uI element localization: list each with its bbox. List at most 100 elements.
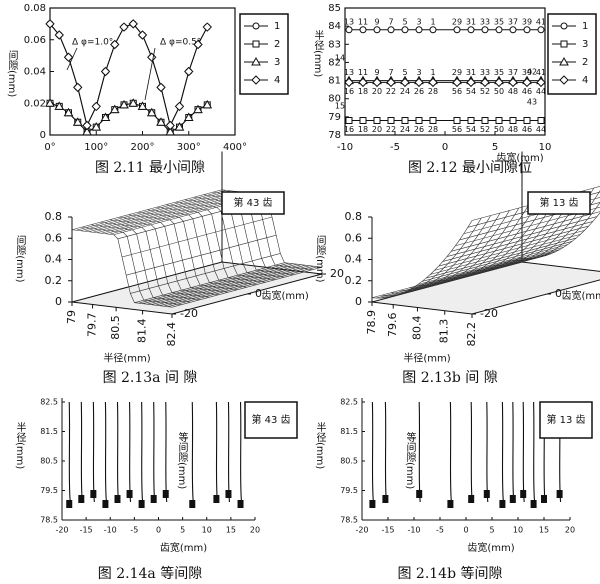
z-tick-label: 0.2 (345, 274, 363, 287)
contour-tag (556, 490, 563, 498)
legend-marker (560, 22, 568, 30)
contour-line (80, 401, 83, 503)
x-tick-label: -10 (337, 142, 353, 153)
marker (494, 77, 504, 88)
marker (344, 77, 354, 88)
marker (373, 26, 381, 34)
mesh-line (456, 197, 557, 276)
mesh-line (165, 204, 266, 283)
marker (414, 77, 424, 88)
contour-tag (90, 490, 97, 498)
y-tick-label: 81 (328, 76, 341, 87)
contour-tag (114, 495, 121, 503)
legend-label: 2 (582, 57, 588, 68)
point-label: 54 (466, 125, 476, 134)
contour-line (165, 401, 168, 503)
point-label: 35 (494, 68, 504, 77)
tag: 第 13 齿 (539, 196, 578, 209)
caption: 图 2.13a 间 隙 (103, 370, 198, 386)
legend-marker (252, 22, 260, 30)
marker (508, 77, 518, 88)
point-label: 13 (344, 68, 354, 77)
legend-label: 2 (274, 39, 280, 50)
marker (100, 66, 111, 77)
marker (495, 26, 503, 34)
x-tick-label: 10 (202, 526, 212, 535)
y-tick-label: 0.08 (24, 3, 46, 14)
z-tick-label: 0.4 (45, 253, 63, 266)
legend-label: 3 (274, 57, 280, 68)
y-tick-label: 79.5 (40, 486, 58, 495)
y-tick-label: 20 (330, 267, 344, 280)
annotation: 等间隙(mm) (176, 431, 188, 490)
mesh-line (90, 224, 191, 303)
x-tick-label: 10 (513, 526, 523, 535)
x-tick-label: -15 (381, 526, 394, 535)
contour-tag (126, 490, 133, 498)
marker (359, 26, 367, 34)
z-tick-label: 0.8 (45, 210, 63, 223)
point-label: 18 (358, 87, 368, 96)
y-tick-label: 79 (328, 112, 341, 123)
point-label: 33 (480, 68, 490, 77)
point-label: 18 (358, 125, 368, 134)
contour-line (533, 401, 536, 503)
contour-line (384, 401, 387, 503)
point-label: 24 (400, 125, 410, 134)
series-line (49, 102, 208, 133)
y-tick-label: 83 (328, 39, 341, 50)
contour-line (449, 401, 452, 503)
marker (345, 116, 353, 124)
contour-line (418, 401, 421, 503)
x-axis-label: 齿宽(mm) (496, 151, 543, 164)
annotation: Δ φ=1.0° (72, 38, 113, 48)
point-label: 48 (508, 125, 518, 134)
marker (415, 116, 423, 124)
point-label: 29 (452, 17, 462, 26)
marker (184, 66, 194, 77)
marker (358, 77, 368, 88)
mesh-line (184, 199, 285, 278)
marker (128, 98, 139, 107)
contour-line (470, 401, 473, 503)
marker (467, 116, 475, 124)
x-tick-label: 82.2 (465, 322, 478, 347)
contour-tag (520, 490, 527, 498)
y-tick-label: 80.5 (340, 457, 358, 466)
point-label: 7 (388, 17, 393, 26)
marker (54, 30, 64, 40)
marker (202, 22, 212, 32)
y-tick-label: 80 (328, 94, 341, 105)
marker (109, 104, 120, 114)
marker (429, 26, 437, 34)
marker (523, 26, 531, 34)
marker (536, 77, 546, 88)
legend-label: 1 (582, 21, 588, 32)
x-tick-label: 80.5 (109, 315, 122, 340)
annotation-arrow (66, 47, 78, 71)
mesh-line (71, 229, 173, 308)
x-tick-label: 80.4 (410, 315, 423, 340)
x-tick-label: -20 (55, 526, 68, 535)
mesh-line (156, 206, 257, 285)
mesh-line (381, 217, 482, 296)
point-label: 54 (466, 87, 476, 96)
caption: 图 2.14a 等间隙 (98, 565, 202, 582)
x-tick-label: 20 (250, 526, 260, 535)
contour-line (129, 401, 132, 503)
marker (165, 120, 175, 131)
point-label: 11 (358, 17, 368, 26)
contour-line (501, 401, 504, 503)
y-tick-label: 82.5 (40, 398, 58, 407)
tag: 第 43 齿 (233, 196, 272, 209)
mesh-line (203, 194, 304, 273)
y-tick-label: 81.5 (40, 427, 58, 436)
side-label: 15 (335, 102, 345, 111)
side-label: 43 (527, 98, 537, 107)
point-label: 5 (402, 68, 407, 77)
marker (359, 116, 367, 124)
x-tick-label: 10 (539, 142, 552, 153)
marker (193, 39, 203, 50)
legend-marker (559, 56, 569, 66)
